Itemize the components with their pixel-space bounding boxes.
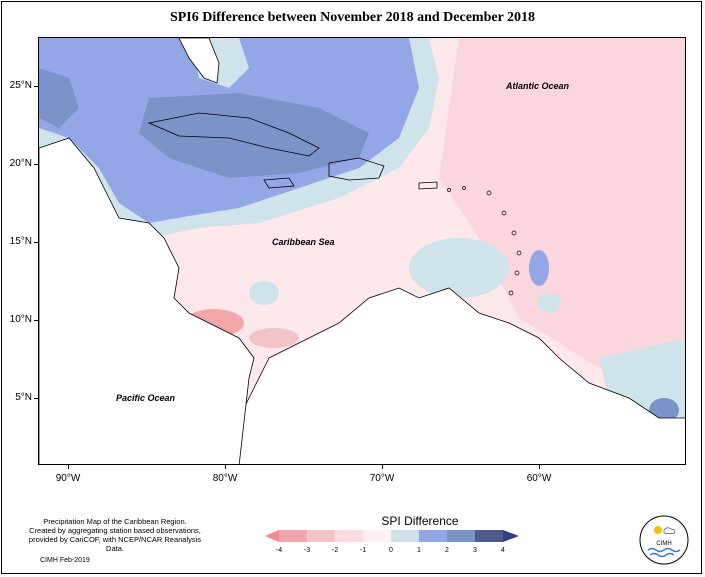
map-title: SPI6 Difference between November 2018 an… — [169, 10, 536, 25]
credit-line-1: Precipitation Map of the Caribbean Regio… — [43, 517, 187, 526]
lat-label-15: 15°N — [9, 236, 32, 247]
lat-label-20: 20°N — [9, 158, 32, 169]
lon-tick — [68, 465, 69, 469]
legend-tick-label: -2 — [332, 547, 338, 554]
legend-tick-label: 3 — [473, 547, 477, 554]
legend-colorbar: -4 -3 -2 -1 0 1 2 3 4 — [265, 530, 519, 554]
darkblue-zone-cuba — [139, 93, 369, 178]
legend-swatch — [503, 530, 519, 542]
lat-tick — [34, 320, 38, 321]
lon-label-80: 80°W — [212, 473, 238, 484]
date-stamp: CIMH Feb-2019 — [40, 557, 90, 564]
lon-label-60: 60°W — [526, 473, 552, 484]
pink-field-east — [439, 38, 685, 368]
lat-label-10: 10°N — [9, 314, 32, 325]
spi-map — [39, 38, 685, 464]
lesser-antilles — [447, 186, 522, 296]
legend-swatch — [307, 530, 335, 542]
lat-label-5: 5°N — [15, 392, 32, 403]
darkblue-zone-west — [39, 68, 79, 128]
legend-swatch — [475, 530, 503, 542]
land-cuba — [147, 112, 320, 157]
legend-swatch — [279, 530, 307, 542]
legend-swatch — [335, 530, 363, 542]
cloud-icon — [663, 527, 676, 534]
label-caribbean-sea: Caribbean Sea — [272, 237, 335, 247]
sun-icon — [654, 526, 662, 534]
lat-tick — [34, 398, 38, 399]
credit-text: Precipitation Map of the Caribbean Regio… — [20, 517, 210, 553]
map-area — [38, 37, 686, 465]
legend-tick-label: 2 — [445, 547, 449, 554]
cimh-logo-icon: CIMH — [639, 515, 689, 565]
label-pacific-ocean: Pacific Ocean — [116, 393, 176, 403]
lon-tick — [225, 465, 226, 469]
land-jamaica — [263, 177, 295, 189]
land-hispaniola — [328, 157, 385, 181]
lat-tick — [34, 164, 38, 165]
legend-swatch — [419, 530, 447, 542]
land-puerto-rico — [418, 181, 438, 190]
lat-tick — [34, 242, 38, 243]
legend-title: SPI Difference — [381, 514, 459, 528]
legend-tick-label: 4 — [501, 547, 505, 554]
land-florida — [178, 38, 220, 84]
land-south-america — [238, 287, 685, 464]
credit-line-3: provided by CariCOF, with NCEP/NCAR Rean… — [28, 535, 202, 553]
label-atlantic-ocean: Atlantic Ocean — [506, 81, 570, 91]
legend-swatch — [265, 530, 279, 542]
wave-icon — [647, 547, 681, 553]
logo-text: CIMH — [656, 541, 671, 547]
lon-label-90: 90°W — [55, 473, 81, 484]
lon-label-70: 70°W — [369, 473, 395, 484]
legend-tick-label: 1 — [417, 547, 421, 554]
legend-swatch — [391, 530, 419, 542]
legend-tick-label: 0 — [389, 547, 393, 554]
legend-swatch — [447, 530, 475, 542]
credit-line-2: Created by aggregating station based obs… — [29, 526, 201, 535]
red-patch-colombia — [249, 328, 299, 348]
lightblue-patch-1 — [409, 238, 509, 298]
lon-tick — [539, 465, 540, 469]
lon-tick — [382, 465, 383, 469]
legend-tick-label: -1 — [360, 547, 366, 554]
lightblue-patch-3 — [529, 250, 549, 286]
land-central-america — [39, 137, 255, 464]
legend-tick-label: -4 — [276, 547, 282, 554]
legend-tick-label: -3 — [304, 547, 310, 554]
wave-icon — [649, 552, 675, 558]
lightblue-patch-4 — [537, 293, 561, 313]
legend-swatch — [363, 530, 391, 542]
lat-tick — [34, 86, 38, 87]
lightblue-patch-2 — [249, 281, 279, 305]
lat-label-25: 25°N — [9, 80, 32, 91]
